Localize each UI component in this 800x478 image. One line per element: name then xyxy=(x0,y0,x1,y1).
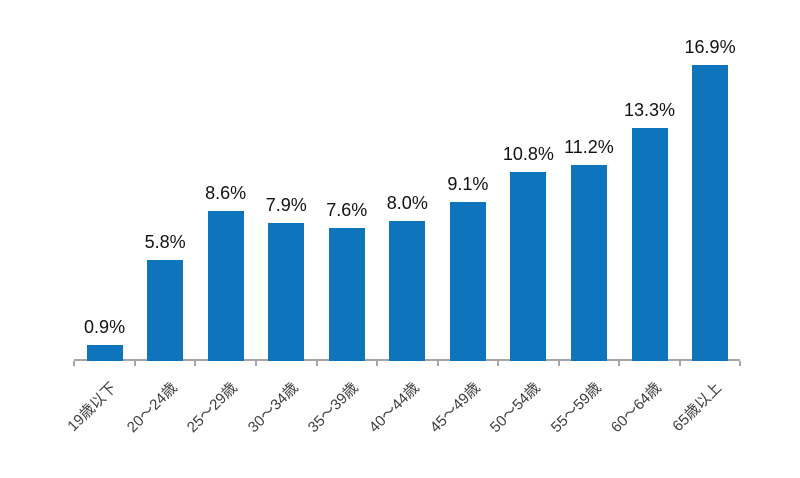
x-axis-tick xyxy=(497,361,500,366)
bar xyxy=(147,259,184,361)
bar-value-label: 13.3% xyxy=(623,100,676,121)
bar xyxy=(268,222,305,361)
bar-value-label: 10.8% xyxy=(502,144,554,164)
bar-value-label: 8.0% xyxy=(386,193,428,213)
category-label: 55～59歳 xyxy=(547,379,605,437)
bar xyxy=(86,345,123,361)
bar xyxy=(207,210,244,361)
category-label: 25～29歳 xyxy=(184,379,242,437)
x-axis-tick xyxy=(678,361,681,366)
category-label: 30～34歳 xyxy=(244,379,302,437)
category-label: 40～44歳 xyxy=(365,379,423,437)
x-axis-tick xyxy=(618,361,621,366)
x-axis-tick xyxy=(73,361,76,366)
bar-value-label: 7.6% xyxy=(326,200,368,220)
bar xyxy=(449,201,486,361)
bar-value-label: 11.2% xyxy=(564,137,614,157)
bar-value-label: 7.9% xyxy=(265,194,307,215)
bar xyxy=(328,228,365,361)
category-label: 20～24歳 xyxy=(123,379,181,437)
bar-value-label: 16.9% xyxy=(684,37,736,58)
category-label: 35～39歳 xyxy=(305,379,363,437)
bar xyxy=(570,165,607,361)
x-axis-tick xyxy=(315,361,318,366)
x-axis-tick xyxy=(376,361,379,366)
bar xyxy=(510,172,547,361)
bar-value-label: 0.9% xyxy=(84,317,126,338)
category-label: 19歳以下 xyxy=(64,379,120,435)
bar-value-label: 5.8% xyxy=(144,231,186,252)
x-axis-tick xyxy=(436,361,439,366)
category-label: 65歳以上 xyxy=(669,379,726,435)
x-axis-tick xyxy=(557,361,560,366)
bar xyxy=(692,65,729,361)
x-axis-tick xyxy=(739,361,742,366)
bar-value-label: 9.1% xyxy=(447,173,489,194)
category-label: 45～49歳 xyxy=(426,379,484,437)
x-axis-tick xyxy=(133,361,136,366)
category-label: 60～64歳 xyxy=(608,379,665,437)
x-axis-tick xyxy=(194,361,197,366)
x-axis-tick xyxy=(254,361,257,366)
category-label: 50～54歳 xyxy=(486,379,544,437)
bar xyxy=(389,221,426,361)
bar-value-label: 8.6% xyxy=(205,182,247,203)
bar xyxy=(631,128,668,361)
